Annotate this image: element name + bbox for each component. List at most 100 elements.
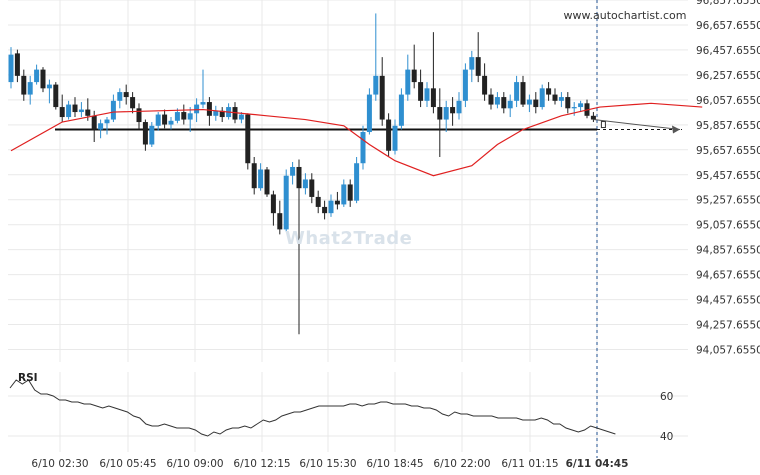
candle-body	[123, 92, 129, 98]
candle-body	[40, 69, 46, 89]
candle-body	[360, 132, 366, 164]
rsi-tick-label: 60	[660, 391, 673, 403]
projection-arrow-line	[593, 119, 681, 131]
candle-body	[66, 104, 72, 118]
candle-body	[98, 123, 104, 130]
time-tick-label: 6/11 04:45	[566, 458, 629, 470]
candle-body	[78, 109, 84, 113]
candle-body	[258, 169, 264, 189]
candle-body	[85, 109, 91, 116]
candle-body	[450, 107, 456, 114]
time-tick-label: 6/11 01:15	[501, 458, 558, 470]
candle-body	[302, 179, 308, 189]
price-tick-label: 95,057.6550	[696, 220, 760, 232]
candle-body	[405, 69, 411, 95]
price-tick-label: 96,257.6550	[696, 70, 760, 82]
candle-body	[373, 75, 379, 95]
rsi-title: RSI	[18, 372, 38, 384]
candle-body	[290, 166, 296, 176]
candle-body	[200, 102, 206, 105]
candle-body	[514, 82, 520, 101]
watermark: What2Trade	[285, 228, 413, 249]
time-tick-label: 6/10 15:30	[299, 458, 356, 470]
rsi-line	[9, 379, 616, 437]
price-tick-label: 95,457.6550	[696, 170, 760, 182]
price-tick-label: 94,457.6550	[696, 295, 760, 307]
candle-body	[392, 125, 398, 151]
candle-body	[546, 88, 552, 95]
candle-body	[398, 94, 404, 126]
candle-body	[110, 100, 116, 120]
candle-body	[219, 110, 225, 118]
price-tick-label: 96,057.6550	[696, 95, 760, 107]
source-label: www.autochartist.com	[563, 9, 687, 22]
candle-body	[117, 92, 123, 101]
candle-body	[270, 194, 276, 214]
candle-body	[386, 119, 392, 151]
candle-body	[27, 82, 33, 95]
candle-body	[354, 163, 360, 201]
time-tick-label: 6/10 12:15	[233, 458, 290, 470]
price-tick-label: 96,857.6550	[696, 0, 760, 7]
candle-body	[507, 100, 513, 109]
time-tick-label: 6/10 02:30	[31, 458, 88, 470]
candle-body	[475, 57, 481, 76]
candle-body	[494, 97, 500, 105]
projection-arrow-head	[672, 125, 680, 134]
moving-average-line	[10, 102, 703, 177]
candle-body	[347, 184, 353, 201]
candle-body	[59, 107, 65, 118]
candle-body	[366, 94, 372, 133]
candle-body	[296, 166, 302, 189]
time-tick-label: 6/10 22:00	[433, 458, 490, 470]
candle-body	[443, 107, 449, 120]
candle-body	[341, 184, 347, 205]
candle-body	[168, 120, 174, 125]
candle-body	[520, 82, 526, 105]
candle-body	[315, 196, 321, 207]
candle-body	[238, 114, 244, 120]
candle-body	[430, 88, 436, 108]
candle-body	[526, 99, 532, 105]
candle-body	[34, 69, 40, 83]
candle-body	[565, 97, 571, 109]
candle-body	[411, 69, 417, 83]
candle-body	[328, 200, 334, 214]
price-tick-label: 94,057.6550	[696, 345, 760, 357]
candle-body	[8, 54, 14, 83]
candle-body	[539, 88, 545, 108]
price-tick-label: 95,657.6550	[696, 145, 760, 157]
candle-body	[91, 115, 97, 130]
candle-body	[277, 213, 283, 230]
candle-body	[424, 88, 430, 101]
candle-body	[456, 100, 462, 114]
candle-body	[232, 107, 238, 120]
candle-body	[194, 104, 200, 114]
candle-body	[283, 175, 289, 230]
candle-body	[245, 114, 251, 164]
price-tick-label: 94,857.6550	[696, 245, 760, 257]
price-tick-label: 95,257.6550	[696, 195, 760, 207]
candle-body	[174, 112, 180, 121]
candle-body	[187, 113, 193, 120]
candle-body	[21, 75, 27, 95]
candle-body	[104, 119, 110, 124]
projection-marker	[600, 121, 606, 129]
candle-body	[72, 104, 78, 113]
candle-body	[136, 108, 142, 123]
time-tick-label: 6/10 18:45	[366, 458, 423, 470]
candle-body	[558, 97, 564, 101]
candle-body	[264, 169, 270, 195]
candle-body	[181, 112, 187, 120]
candle-body	[322, 206, 328, 214]
rsi-tick-label: 40	[660, 431, 673, 443]
candle-body	[469, 57, 475, 70]
candle-body	[501, 97, 507, 109]
candle-body	[571, 107, 577, 109]
candle-body	[251, 163, 257, 189]
candle-body	[142, 122, 148, 145]
candle-body	[462, 69, 468, 101]
candle-body	[488, 94, 494, 105]
candle-body	[130, 97, 136, 109]
